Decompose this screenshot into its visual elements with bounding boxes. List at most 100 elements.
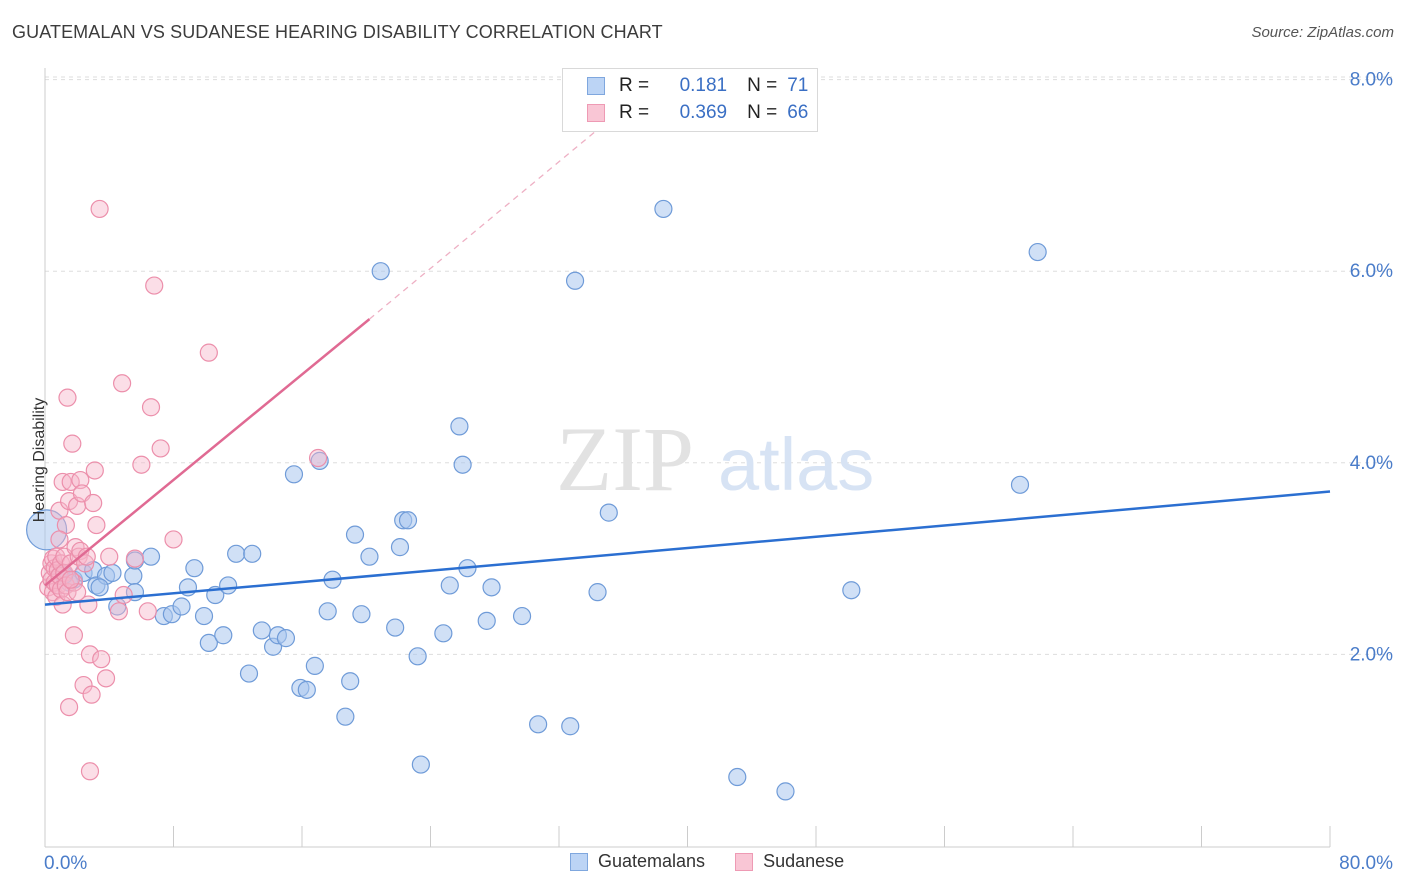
sudanese-point [141, 398, 161, 417]
guatemalans-point [440, 576, 459, 595]
guatemalans-points [26, 199, 1047, 801]
sudanese-point [308, 448, 328, 468]
legend-r-label: R = [619, 102, 650, 123]
sudanese-point [59, 697, 79, 717]
guatemalans-point [90, 578, 109, 597]
y-tick-label: 4.0% [1350, 453, 1393, 474]
sudanese-point [199, 343, 218, 362]
legend-r-label: R = [619, 75, 650, 96]
legend-r-value: 0.181 [679, 75, 728, 96]
sudanese-point [125, 549, 145, 568]
watermark-zip: ZIP [556, 408, 694, 510]
guatemalans-point [352, 605, 371, 624]
sudanese-point [87, 515, 106, 535]
legend-n-label: N = [747, 102, 778, 123]
guatemalans-point [124, 566, 143, 585]
legend-n-value: 66 [787, 102, 809, 123]
guatemalans-point [398, 511, 418, 530]
guatemalans-point [654, 199, 673, 219]
guatemalans-point [284, 465, 304, 484]
sudanese-point [80, 645, 100, 664]
guatemalans-point [529, 715, 548, 734]
legend-item-sudanese: Sudanese [735, 851, 844, 872]
legend-swatch-blue [587, 77, 605, 95]
guatemalans-point [305, 656, 324, 675]
guatemalans-point [482, 578, 501, 597]
guatemalans-point [141, 547, 161, 566]
guatemalans-point [411, 755, 430, 774]
stats-legend: R = 0.181 N = 71 R = 0.369 N = 66 [562, 68, 818, 132]
source-label: Source: ZipAtlas.com [1251, 24, 1394, 41]
guatemalans-point [26, 509, 68, 551]
guatemalans-point [776, 782, 795, 801]
chart-title: GUATEMALAN VS SUDANESE HEARING DISABILIT… [12, 22, 663, 42]
legend-n-label: N = [747, 75, 778, 96]
guatemalans-point [336, 707, 355, 726]
sudanese-point [84, 493, 103, 513]
series-legend: Guatemalans Sudanese [570, 851, 874, 872]
sudanese-point [92, 650, 111, 669]
guatemalans-point [219, 576, 238, 595]
legend-n-value: 71 [787, 75, 809, 96]
sudanese-point [80, 762, 100, 781]
legend-item-guatemalans: Guatemalans [570, 851, 705, 872]
guatemalans-point [239, 664, 259, 683]
guatemalans-point [194, 606, 214, 626]
y-tick-label: 2.0% [1350, 644, 1393, 665]
guatemalans-point [842, 581, 861, 600]
sudanese-point [85, 461, 104, 480]
guatemalans-point [434, 624, 453, 643]
y-axis-label: Hearing Disability [31, 397, 48, 523]
sudanese-point [164, 530, 183, 549]
sudanese-point [64, 573, 84, 592]
sudanese-point [79, 595, 98, 614]
axes [44, 68, 1331, 848]
sudanese-point [145, 276, 164, 295]
legend-row-sudanese: R = 0.369 N = 66 [587, 100, 808, 126]
legend-row-guatemalans: R = 0.181 N = 71 [587, 73, 808, 99]
guatemalans-point [297, 680, 316, 699]
guatemalans-point [408, 647, 427, 666]
guatemalans-point [252, 621, 271, 640]
guatemalans-point [185, 559, 204, 578]
guatemalans-point [227, 544, 246, 563]
sudanese-point [96, 669, 116, 688]
guatemalans-point [390, 538, 410, 557]
legend-label-sudanese: Sudanese [763, 851, 845, 871]
legend-swatch-pink [735, 852, 754, 871]
guatemalans-point [565, 271, 585, 290]
guatemalans-point [360, 547, 379, 566]
guatemalans-point [453, 455, 472, 474]
sudanese-point [64, 626, 84, 645]
sudanese-point [82, 685, 101, 704]
tick-labels: 2.0% 4.0% 6.0% 8.0% 0.0% 80.0% [44, 70, 1393, 874]
sudanese-point [90, 199, 109, 219]
legend-swatch-pink [587, 104, 605, 122]
sudanese-point [138, 602, 157, 621]
sudanese-point [100, 547, 119, 566]
guatemalans-point [172, 597, 191, 616]
sudanese-point [112, 374, 132, 393]
guatemalans-point [1010, 475, 1030, 494]
sudanese-point [50, 530, 69, 549]
sudanese-point [114, 585, 133, 605]
watermark-atlas: atlas [718, 423, 874, 506]
guatemalans-point [103, 563, 122, 583]
sudanese-point [58, 388, 77, 407]
guatemalans-point [214, 626, 233, 645]
sudanese-point [63, 434, 82, 453]
x-tick-label: 80.0% [1339, 853, 1393, 874]
x-tick-label: 0.0% [44, 853, 87, 874]
sudanese-point [71, 470, 90, 490]
trend-lines [44, 107, 1331, 606]
guatemalans-trend-line [44, 490, 1331, 606]
sudanese-point [132, 455, 151, 474]
guatemalans-point [1028, 242, 1047, 262]
guatemalans-point [243, 544, 262, 563]
legend-r-value: 0.369 [679, 102, 728, 123]
y-tick-label: 8.0% [1350, 70, 1393, 91]
guatemalans-point [561, 717, 580, 736]
guatemalans-point [276, 629, 296, 648]
sudanese-trend-extension [369, 107, 624, 320]
